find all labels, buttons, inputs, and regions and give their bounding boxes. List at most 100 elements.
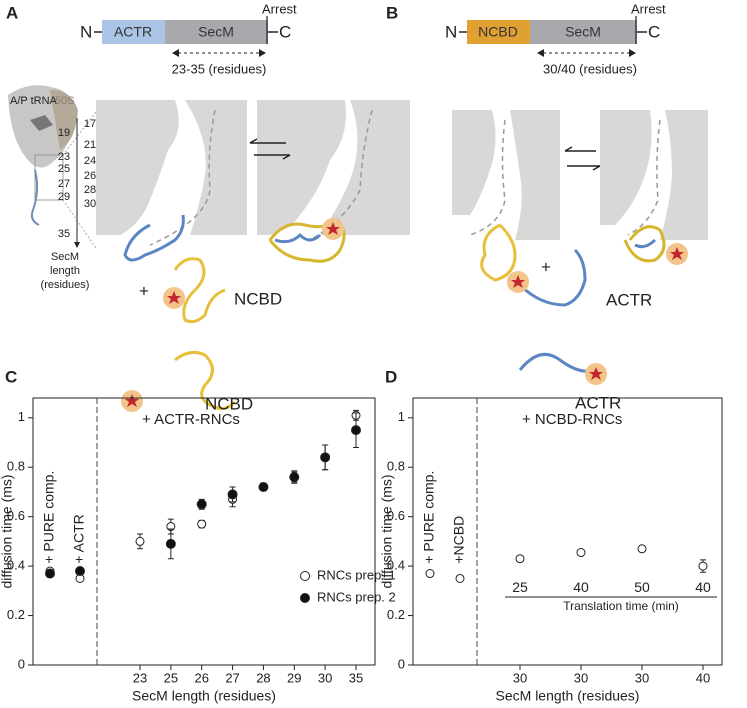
ligand-label: NCBD: [234, 289, 282, 308]
control-label: + ACTR: [71, 514, 87, 563]
x-tick-label: 27: [225, 670, 239, 685]
point: [197, 519, 207, 529]
ruler-label: 25: [58, 163, 70, 175]
x-tick-label: 30: [318, 670, 332, 685]
n-term: N: [445, 22, 457, 41]
x-tick-label: 25: [164, 670, 178, 685]
x-axis-label: SecM length (residues): [496, 688, 640, 704]
y-tick-label: 0.6: [387, 508, 405, 523]
proteins-b: [480, 223, 688, 385]
y-tick-label: 1: [398, 409, 405, 424]
point: [637, 544, 647, 554]
y-tick-label: 0: [18, 656, 25, 671]
ruler-title: length: [50, 265, 80, 277]
domain-label: NCBD: [478, 24, 518, 40]
x-tick-label: 28: [256, 670, 270, 685]
x-tick-label: 29: [287, 670, 301, 685]
point: [698, 561, 708, 571]
y-axis-label: diffusion time (ms): [379, 474, 395, 588]
point: [289, 472, 300, 483]
control-label: +NCBD: [451, 516, 467, 564]
error-caps: [353, 412, 359, 448]
plot-frame: [32, 397, 376, 666]
y-tick-label: 0: [398, 656, 405, 671]
error-caps: [700, 559, 706, 573]
point: [75, 566, 85, 577]
ruler-label: 27: [58, 178, 70, 190]
translation-time: 40: [573, 579, 589, 595]
ruler-label: 26: [84, 170, 96, 182]
ruler-label: 17: [84, 118, 96, 130]
subunit-label: 50S: [55, 95, 75, 107]
y-tick-label: 0.2: [387, 607, 405, 622]
ruler-label: 21: [84, 139, 96, 151]
translation-time: 50: [634, 579, 650, 595]
secm-label: SecM: [565, 24, 601, 40]
x-tick-label: 30: [574, 670, 588, 685]
legend-label: RNCs prep. 1: [317, 567, 396, 582]
plus: +: [139, 281, 149, 300]
point: [165, 538, 176, 549]
legend-marker: [300, 593, 310, 603]
point: [45, 568, 55, 579]
translation-time: 25: [512, 579, 528, 595]
x-tick-label: 35: [349, 670, 363, 685]
domain-box: [467, 20, 530, 44]
error-caps: [322, 444, 329, 471]
x-tick-label: 23: [133, 670, 147, 685]
x-tick-label: 40: [696, 670, 710, 685]
point: [351, 425, 361, 436]
point: [515, 554, 525, 564]
ruler: 17 19 21 23 24 25 26 27 28 29 30 35 SecM…: [41, 118, 97, 291]
n-term: N: [80, 22, 92, 41]
legend-label: RNCs prep. 2: [317, 589, 396, 604]
construct-b: N NCBD SecM Arrest C 30/40 (residues): [445, 1, 666, 76]
ruler-label: 19: [58, 127, 70, 139]
point: [425, 569, 435, 579]
point: [258, 482, 269, 492]
x-tick-label: 30: [635, 670, 649, 685]
domain-box: [102, 20, 165, 44]
domain-label: ACTR: [114, 24, 152, 40]
y-tick-label: 0.2: [7, 607, 25, 622]
translation-title: Translation time (min): [563, 599, 679, 613]
y-tick-label: 0.8: [7, 459, 25, 474]
ligand-label: ACTR: [606, 290, 652, 309]
point: [455, 573, 465, 583]
control-label: + PURE comp.: [41, 471, 57, 564]
arrest-label: Arrest: [631, 1, 666, 16]
ruler-title: (residues): [41, 279, 90, 291]
y-tick-label: 0.4: [7, 558, 25, 573]
annotation: + ACTR-RNCs: [142, 411, 240, 428]
error-caps: [291, 470, 298, 484]
panel-letter: D: [385, 367, 397, 386]
point: [576, 548, 586, 558]
ruler-label: 29: [58, 191, 70, 203]
y-tick-label: 0.4: [387, 558, 405, 573]
free-ligand-label: ACTR: [575, 393, 621, 412]
free-ligand-label: NCBD: [205, 394, 253, 413]
arrest-label: Arrest: [262, 1, 297, 16]
error-caps: [167, 528, 174, 560]
ribosome-views-b: [452, 110, 708, 240]
ruler-label: 23: [58, 151, 70, 163]
x-tick-label: 26: [194, 670, 208, 685]
error-caps: [137, 533, 143, 550]
range-label: 30/40 (residues): [543, 61, 637, 76]
ruler-label: 28: [84, 184, 96, 196]
ribosome-thumbnail: A/P tRNA 50S: [8, 85, 97, 249]
proteins-a: [121, 214, 346, 412]
y-tick-label: 0.6: [7, 508, 25, 523]
construct-a: N ACTR SecM Arrest C 23-35 (residues): [80, 1, 297, 76]
x-axis-label: SecM length (residues): [132, 688, 276, 704]
x-tick-label: 30: [513, 670, 527, 685]
ruler-label: 35: [58, 228, 70, 240]
secm-box: [530, 20, 637, 44]
secm-box: [165, 20, 268, 44]
panel-letter: B: [386, 3, 398, 22]
c-term: C: [648, 22, 660, 41]
trna-label: A/P tRNA: [10, 95, 58, 107]
plot-frame: [412, 397, 723, 666]
translation-time: 40: [695, 579, 711, 595]
